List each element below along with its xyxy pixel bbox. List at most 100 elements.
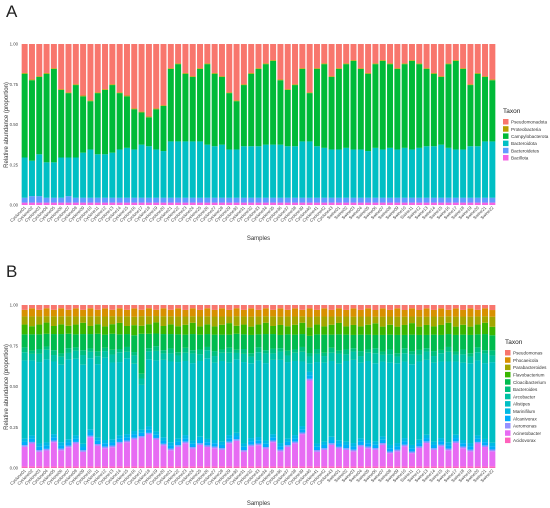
bar-segment-a bbox=[116, 202, 123, 205]
bar-segment-b bbox=[321, 352, 328, 357]
bar-segment-b bbox=[145, 432, 152, 435]
bar-segment-b bbox=[167, 448, 174, 451]
bar-segment-b bbox=[299, 429, 306, 433]
bar-segment-a bbox=[321, 147, 328, 198]
bar-segment-b bbox=[489, 446, 496, 450]
bar-segment-b bbox=[240, 446, 247, 451]
bar-segment-b bbox=[218, 448, 225, 450]
y-tick-label-a: 0.00 bbox=[10, 203, 19, 208]
bar-segment-a bbox=[145, 44, 152, 117]
bar-segment-b bbox=[401, 444, 408, 447]
bar-segment-a bbox=[240, 85, 247, 147]
bar-segment-a bbox=[175, 64, 182, 142]
bar-segment-b bbox=[423, 316, 430, 325]
bar-segment-a bbox=[167, 68, 174, 69]
bar-segment-b bbox=[328, 324, 335, 335]
bar-segment-b bbox=[262, 353, 269, 364]
bar-segment-a bbox=[445, 63, 452, 65]
bar-segment-b bbox=[270, 359, 277, 435]
bar-segment-b bbox=[211, 309, 218, 317]
legend-label-b: Bacteroides bbox=[513, 387, 538, 392]
bar-segment-b bbox=[394, 466, 401, 468]
bar-segment-b bbox=[72, 441, 79, 444]
bar-segment-b bbox=[394, 363, 401, 444]
bar-segment-b bbox=[28, 441, 35, 444]
bar-segment-b bbox=[277, 348, 284, 352]
bar-segment-b bbox=[36, 324, 43, 335]
bar-segment-b bbox=[102, 308, 109, 317]
legend-swatch-a bbox=[503, 119, 509, 125]
bar-segment-b bbox=[401, 316, 408, 325]
bar-segment-b bbox=[306, 380, 313, 467]
bar-segment-b bbox=[299, 334, 306, 347]
bar-segment-a bbox=[350, 60, 357, 61]
bar-segment-b bbox=[87, 334, 94, 349]
bar-segment-b bbox=[262, 447, 269, 449]
bar-segment-b bbox=[452, 438, 459, 442]
bar-segment-b bbox=[226, 347, 233, 353]
bar-segment-b bbox=[372, 316, 379, 324]
bar-segment-a bbox=[80, 202, 87, 205]
bar-segment-b bbox=[145, 426, 152, 430]
bar-segment-b bbox=[43, 346, 50, 350]
bar-segment-b bbox=[262, 440, 269, 444]
bar-segment-a bbox=[438, 202, 445, 205]
bar-segment-b bbox=[445, 466, 452, 468]
bar-segment-b bbox=[438, 361, 445, 439]
bar-segment-b bbox=[36, 353, 43, 363]
bar-segment-b bbox=[343, 326, 350, 335]
bar-segment-a bbox=[160, 105, 167, 106]
bar-segment-a bbox=[328, 76, 335, 77]
bar-segment-b bbox=[284, 309, 291, 317]
bar-segment-b bbox=[175, 362, 182, 439]
bar-segment-a bbox=[145, 202, 152, 205]
legend-label-a: Campylobacterota bbox=[511, 134, 549, 139]
bar-segment-b bbox=[321, 308, 328, 317]
bar-segment-b bbox=[153, 333, 160, 347]
bar-segment-b bbox=[255, 443, 262, 446]
bar-segment-a bbox=[438, 77, 445, 145]
bar-segment-b bbox=[233, 352, 240, 360]
bar-segment-b bbox=[292, 360, 299, 436]
bar-segment-a bbox=[357, 202, 364, 205]
bar-segment-b bbox=[438, 446, 445, 467]
bar-segment-b bbox=[416, 443, 423, 447]
bar-segment-b bbox=[167, 442, 174, 446]
bar-segment-a bbox=[394, 68, 401, 69]
bar-segment-b bbox=[175, 438, 182, 442]
bar-segment-b bbox=[401, 466, 408, 468]
bar-segment-b bbox=[328, 436, 335, 441]
bar-segment-b bbox=[175, 355, 182, 363]
bar-segment-b bbox=[321, 466, 328, 468]
bar-segment-b bbox=[284, 350, 291, 356]
bar-segment-b bbox=[65, 447, 72, 467]
bar-segment-b bbox=[153, 466, 160, 468]
bar-segment-b bbox=[21, 441, 28, 446]
bar-segment-a bbox=[28, 202, 35, 205]
bar-segment-a bbox=[284, 89, 291, 147]
bar-segment-a bbox=[379, 60, 386, 61]
bar-segment-a bbox=[240, 202, 247, 205]
bar-segment-a bbox=[94, 154, 101, 198]
bar-segment-a bbox=[474, 44, 481, 73]
bar-segment-b bbox=[482, 350, 489, 354]
bar-segment-b bbox=[423, 359, 430, 435]
bar-segment-b bbox=[211, 305, 218, 310]
bar-segment-b bbox=[153, 350, 160, 361]
bar-segment-b bbox=[313, 334, 320, 350]
bar-segment-a bbox=[343, 197, 350, 203]
bar-segment-b bbox=[452, 316, 459, 327]
bar-segment-a bbox=[430, 197, 437, 203]
bar-segment-a bbox=[321, 202, 328, 205]
bar-segment-b bbox=[50, 325, 57, 335]
bar-segment-b bbox=[357, 334, 364, 352]
bar-segment-b bbox=[387, 305, 394, 310]
bar-segment-b bbox=[102, 446, 109, 449]
bar-segment-a bbox=[233, 197, 240, 203]
bar-segment-a bbox=[80, 95, 87, 97]
bar-segment-b bbox=[489, 449, 496, 452]
bar-segment-b bbox=[255, 324, 262, 335]
bar-segment-b bbox=[365, 448, 372, 467]
bar-segment-b bbox=[138, 373, 145, 379]
bar-segment-b bbox=[72, 347, 79, 351]
